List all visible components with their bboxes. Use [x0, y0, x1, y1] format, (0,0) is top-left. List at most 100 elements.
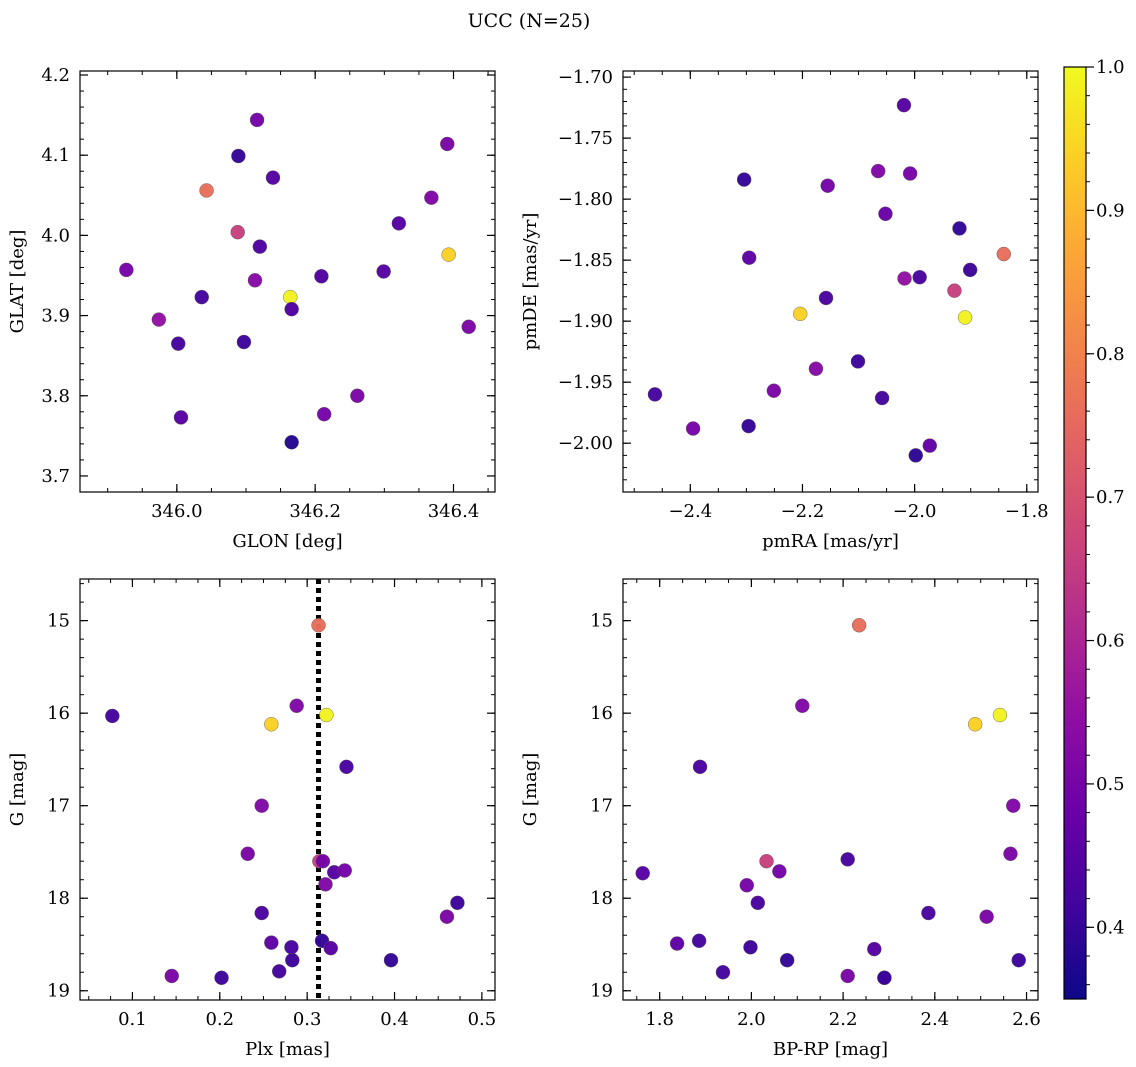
- scatter-point: [249, 112, 265, 128]
- scatter-point: [214, 970, 229, 985]
- scatter-point: [962, 262, 978, 278]
- scatter-point: [874, 390, 890, 406]
- scatter-point: [247, 273, 263, 288]
- scatter-point: [383, 953, 399, 968]
- scatter-point: [908, 448, 923, 463]
- x-tick-label: −2.0: [893, 501, 937, 522]
- scatter-point: [685, 421, 701, 436]
- scatter-point: [691, 933, 707, 948]
- scatter-point: [715, 965, 731, 980]
- y-axis-label: G [mag]: [520, 753, 541, 826]
- x-axis-label: pmRA [mas/yr]: [762, 531, 899, 552]
- scatter-point: [194, 289, 209, 305]
- y-tick-label: 18: [47, 888, 70, 909]
- scatter-point: [240, 846, 255, 862]
- scatter-point: [285, 953, 300, 968]
- scatter-points: [635, 618, 1026, 985]
- x-tick-label: 0.3: [293, 1009, 322, 1030]
- scatter-point: [669, 936, 685, 951]
- x-tick-label: 346.2: [289, 501, 341, 522]
- colorbar-tick-label: 0.4: [1096, 917, 1125, 938]
- scatter-point: [424, 190, 439, 205]
- panel-plx-g: 0.1 0.2 0.3 0.4 0.5 15 16 17 18 19 Plx [mas] G [mag…: [7, 578, 497, 1060]
- ticks: [623, 579, 1038, 1000]
- scatter-point: [439, 909, 455, 924]
- scatter-point: [284, 435, 299, 450]
- y-tick-label: 17: [590, 796, 613, 817]
- scatter-point: [318, 877, 333, 892]
- scatter-point: [750, 895, 766, 911]
- ticks: [80, 71, 495, 493]
- scatter-points: [647, 97, 1011, 463]
- scatter-point: [283, 289, 298, 305]
- x-tick-label: 0.5: [468, 1009, 497, 1030]
- scatter-point: [922, 438, 937, 453]
- scatter-point: [793, 306, 808, 322]
- scatter-point: [772, 864, 787, 879]
- scatter-point: [252, 239, 268, 254]
- scatter-point: [314, 269, 329, 284]
- x-axis-label: Plx [mas]: [245, 1039, 330, 1060]
- axes-frame: [622, 578, 1039, 1001]
- x-tick-label: 0.1: [118, 1009, 147, 1030]
- scatter-point: [171, 336, 186, 351]
- colorbar-tick-label: 0.9: [1096, 200, 1125, 221]
- scatter-point: [272, 964, 287, 979]
- scatter-point: [741, 250, 757, 265]
- scatter-point: [450, 895, 465, 911]
- scatter-point: [759, 854, 774, 869]
- scatter-point: [1011, 953, 1026, 968]
- scatter-point: [795, 698, 810, 713]
- scatter-point: [947, 283, 962, 298]
- y-tick-label: 3.7: [41, 466, 70, 487]
- scatter-points: [105, 618, 465, 985]
- scatter-point: [896, 97, 912, 113]
- scatter-point: [820, 178, 835, 193]
- y-axis-label: GLAT [deg]: [7, 230, 28, 334]
- y-tick-label: −2.00: [558, 433, 613, 454]
- scatter-point: [105, 708, 120, 724]
- scatter-point: [912, 270, 927, 285]
- scatter-point: [319, 707, 334, 723]
- x-tick-label: −1.8: [1005, 501, 1049, 522]
- y-tick-label: 16: [47, 703, 70, 724]
- scatter-point: [808, 361, 824, 376]
- scatter-point: [339, 759, 354, 775]
- ticks: [80, 579, 495, 1000]
- scatter-point: [1003, 846, 1018, 862]
- scatter-point: [254, 905, 269, 921]
- x-tick-label: 346.0: [151, 501, 203, 522]
- scatter-point: [173, 410, 189, 425]
- x-tick-label: 2.2: [829, 1009, 858, 1030]
- y-tick-label: −1.80: [558, 189, 613, 210]
- colorbar-tick-label: 0.6: [1096, 631, 1125, 652]
- y-tick-label: −1.90: [558, 311, 613, 332]
- scatter-point: [323, 940, 338, 956]
- y-tick-label: −1.75: [558, 128, 613, 149]
- scatter-point: [391, 216, 407, 231]
- scatter-point: [647, 387, 663, 402]
- scatter-point: [952, 221, 967, 236]
- x-tick-label: 2.0: [737, 1009, 766, 1030]
- scatter-point: [743, 940, 758, 955]
- y-tick-label: 19: [590, 981, 613, 1002]
- y-tick-label: 19: [47, 981, 70, 1002]
- y-axis-label: G [mag]: [7, 753, 28, 826]
- y-tick-label: 3.9: [41, 306, 70, 327]
- y-tick-label: 4.1: [41, 145, 70, 166]
- scatter-point: [902, 166, 918, 181]
- x-tick-label: 2.6: [1012, 1009, 1041, 1030]
- y-tick-label: 18: [590, 888, 613, 909]
- scatter-point: [440, 136, 455, 152]
- scatter-point: [350, 388, 365, 403]
- colorbar-gradient: [1063, 66, 1087, 1000]
- scatter-point: [818, 290, 834, 306]
- scatter-point: [265, 170, 281, 185]
- colorbar: 0.4 0.5 0.6 0.7 0.8 0.9 1.0: [1063, 57, 1125, 1000]
- scatter-point: [996, 246, 1011, 262]
- y-tick-label: 15: [590, 611, 613, 632]
- x-tick-label: 0.2: [205, 1009, 234, 1030]
- x-tick-label: 346.4: [428, 501, 480, 522]
- scatter-point: [921, 905, 936, 921]
